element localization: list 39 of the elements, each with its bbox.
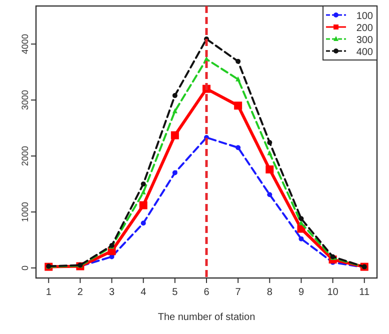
point — [267, 140, 272, 146]
point — [298, 236, 304, 242]
point — [236, 76, 241, 82]
x-tick-label: 5 — [172, 287, 178, 298]
point — [139, 201, 148, 210]
legend-label: 200 — [356, 23, 374, 34]
legend-label: 300 — [356, 35, 374, 46]
point — [267, 150, 272, 156]
x-tick-label: 4 — [140, 287, 147, 298]
x-tick-label: 9 — [298, 287, 304, 298]
point — [140, 189, 146, 194]
x-tick-label: 6 — [204, 287, 210, 298]
legend-label: 400 — [356, 47, 374, 58]
point — [266, 165, 274, 174]
y-tick-label: 2000 — [20, 146, 30, 166]
point — [172, 108, 178, 114]
x-tick-label: 11 — [359, 287, 370, 298]
y-tick-label: 0 — [20, 265, 30, 270]
x-tick-label: 3 — [108, 287, 115, 298]
point — [140, 181, 146, 186]
point — [236, 145, 241, 150]
legend-label: 100 — [356, 11, 374, 22]
point — [172, 93, 178, 98]
point — [298, 216, 304, 222]
point — [172, 170, 178, 176]
x-tick-label: 10 — [327, 287, 339, 298]
y-tick-label: 4000 — [20, 34, 30, 54]
x-tick-label: 2 — [77, 287, 84, 298]
x-axis-title: The number of station — [158, 312, 256, 323]
y-tick-label: 1000 — [20, 202, 30, 222]
point — [140, 220, 146, 226]
point — [234, 102, 242, 110]
x-tick-label: 7 — [235, 287, 242, 298]
x-tick-label: 1 — [46, 287, 52, 298]
point — [267, 192, 272, 198]
point — [236, 58, 241, 64]
x-tick-label: 8 — [266, 287, 273, 298]
y-tick-label: 3000 — [20, 90, 30, 110]
point — [170, 131, 179, 140]
